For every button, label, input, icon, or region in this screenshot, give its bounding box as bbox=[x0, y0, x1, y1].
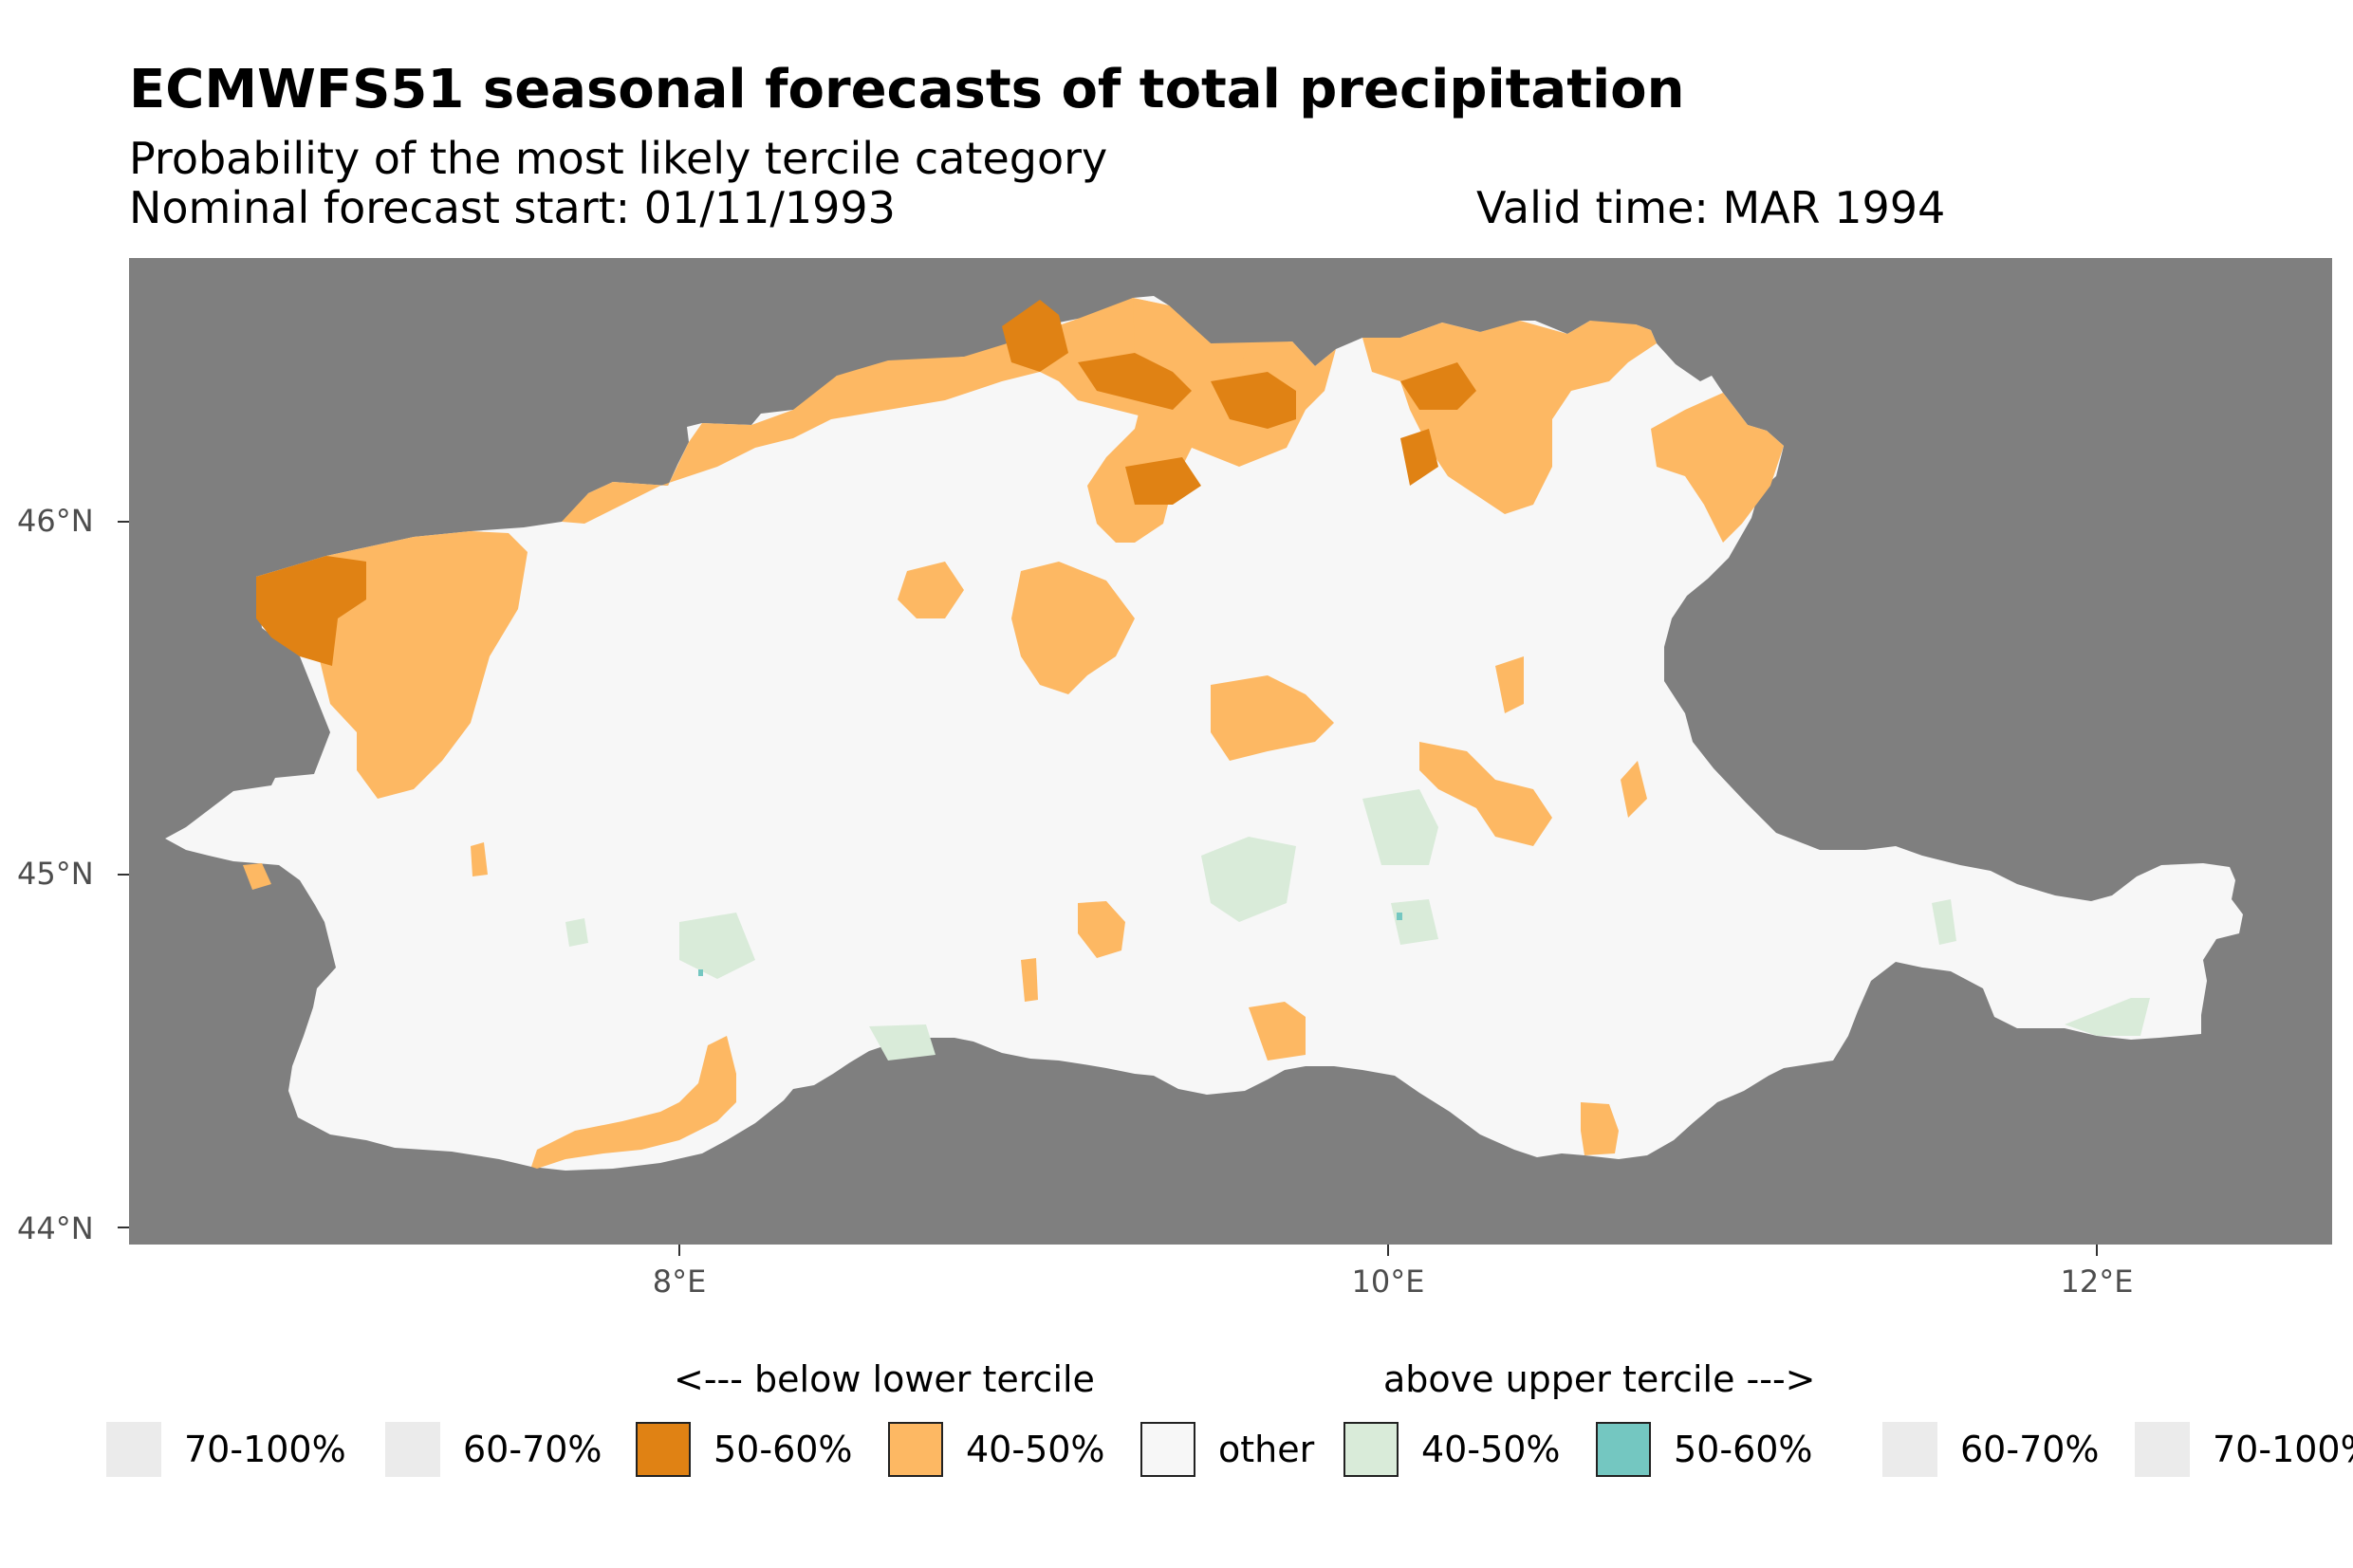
legend-label: 50-60% bbox=[713, 1429, 853, 1470]
map-canvas bbox=[165, 296, 2243, 1171]
legend-label: 40-50% bbox=[1421, 1429, 1561, 1470]
y-tick-44 bbox=[118, 1227, 129, 1228]
map-panel bbox=[129, 258, 2332, 1245]
legend-item: 40-50% bbox=[1343, 1422, 1561, 1477]
below-50-60-areas bbox=[256, 300, 1476, 666]
legend-item: 40-50% bbox=[888, 1422, 1105, 1477]
legend-swatch bbox=[1596, 1422, 1651, 1477]
x-label-8e: 8°E bbox=[652, 1264, 707, 1300]
legend-swatch bbox=[1140, 1422, 1195, 1477]
legend-below-header: <--- below lower tercile bbox=[674, 1358, 1095, 1400]
x-tick-12e bbox=[2096, 1245, 2098, 1256]
legend-item: 70-100% bbox=[2135, 1422, 2353, 1477]
map-subtitle: Probability of the most likely tercile c… bbox=[129, 133, 1108, 184]
legend-label: 60-70% bbox=[463, 1429, 602, 1470]
legend-swatch bbox=[1343, 1422, 1399, 1477]
legend-item: 70-100% bbox=[106, 1422, 346, 1477]
above-50-60-areas bbox=[698, 913, 1402, 976]
y-label-45: 45°N bbox=[17, 856, 94, 892]
legend-label: 70-100% bbox=[2213, 1429, 2353, 1470]
legend-above-header: above upper tercile ---> bbox=[1383, 1358, 1816, 1400]
legend-swatch bbox=[106, 1422, 161, 1477]
valid-time-label: Valid time: MAR 1994 bbox=[1476, 182, 1946, 233]
x-label-10e: 10°E bbox=[1351, 1264, 1425, 1300]
legend-swatch bbox=[385, 1422, 440, 1477]
above-40-50-areas bbox=[565, 789, 2150, 1061]
legend-item: 60-70% bbox=[1882, 1422, 2100, 1477]
legend-item: other bbox=[1140, 1422, 1315, 1477]
legend-swatch bbox=[636, 1422, 691, 1477]
map-title: ECMWFS51 seasonal forecasts of total pre… bbox=[129, 59, 1685, 120]
legend-label: 50-60% bbox=[1674, 1429, 1813, 1470]
x-label-12e: 12°E bbox=[2060, 1264, 2134, 1300]
legend-label: 40-50% bbox=[966, 1429, 1105, 1470]
legend-label: 60-70% bbox=[1960, 1429, 2100, 1470]
legend-swatch bbox=[1882, 1422, 1937, 1477]
x-tick-10e bbox=[1387, 1245, 1389, 1256]
legend-label: 70-100% bbox=[184, 1429, 346, 1470]
x-tick-8e bbox=[678, 1245, 680, 1256]
legend-item: 60-70% bbox=[385, 1422, 602, 1477]
legend-label: other bbox=[1218, 1429, 1315, 1470]
y-tick-46 bbox=[118, 521, 129, 523]
legend-item: 50-60% bbox=[636, 1422, 853, 1477]
forecast-start-label: Nominal forecast start: 01/11/1993 bbox=[129, 182, 896, 233]
y-label-44: 44°N bbox=[17, 1210, 94, 1246]
legend-item: 50-60% bbox=[1596, 1422, 1813, 1477]
y-label-46: 46°N bbox=[17, 503, 94, 539]
legend-swatch bbox=[888, 1422, 943, 1477]
legend-swatch bbox=[2135, 1422, 2190, 1477]
y-tick-45 bbox=[118, 874, 129, 876]
